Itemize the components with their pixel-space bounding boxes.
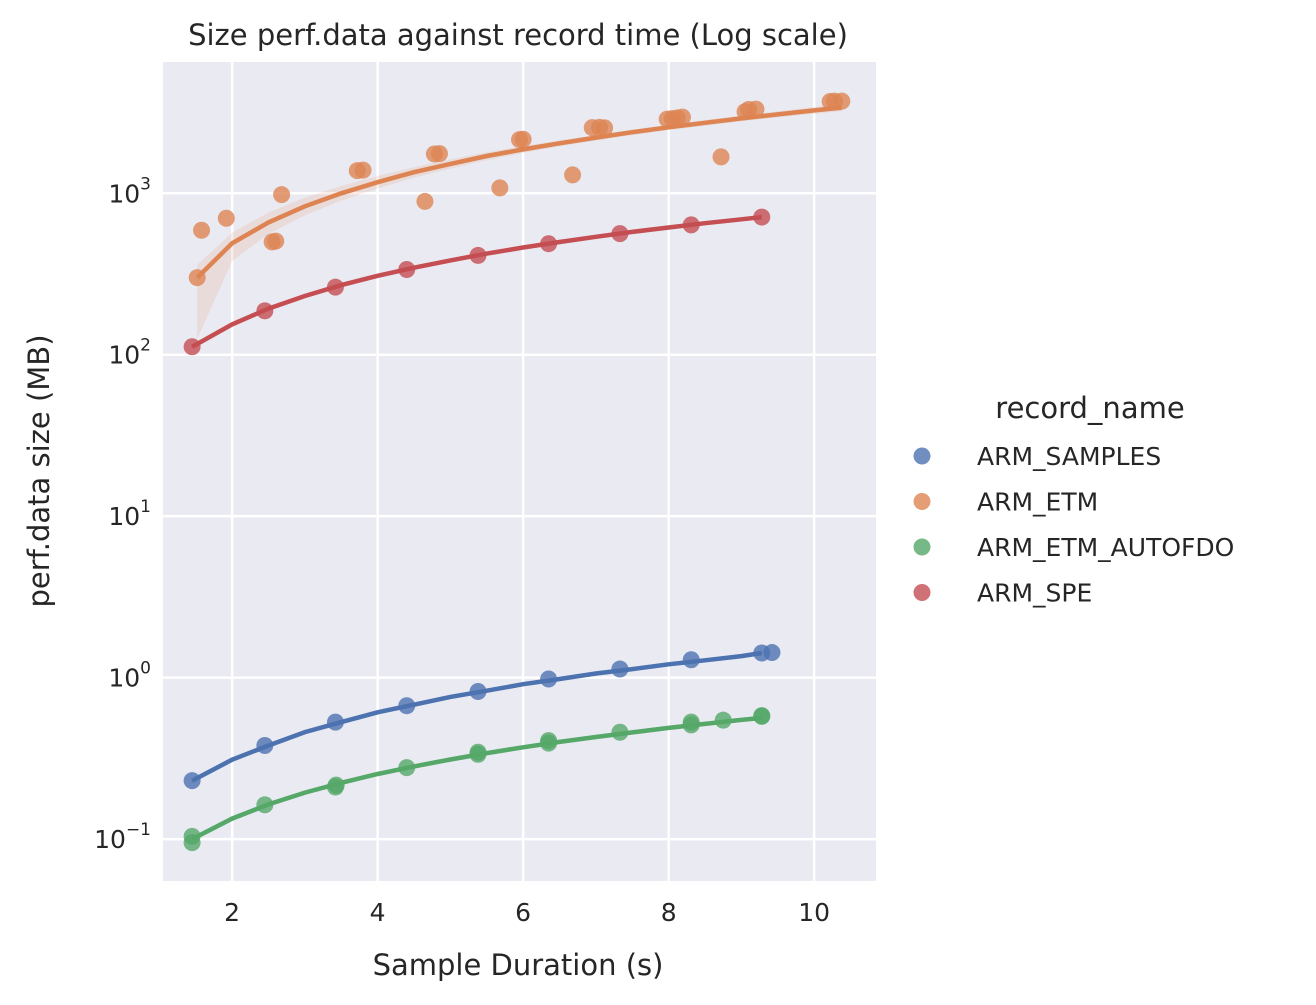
- point-arm-etm: [673, 108, 691, 126]
- legend-marker-arm-etm: [913, 493, 931, 510]
- legend-label-arm-spe: ARM_SPE: [977, 579, 1092, 608]
- point-arm-etm: [416, 192, 434, 210]
- point-arm-etm: [430, 145, 448, 163]
- point-arm-etm-autofdo: [714, 711, 732, 729]
- point-arm-samples: [326, 713, 344, 731]
- legend-marker-arm-samples: [913, 447, 931, 465]
- legend-items: ARM_SAMPLES ARM_ETM ARM_ETM_AUTOFDO ARM_SPE: [913, 442, 1234, 608]
- y-axis-label: perf.data size (MB): [22, 334, 56, 607]
- data-points: [183, 92, 851, 852]
- legend-label-arm-etm: ARM_ETM: [977, 488, 1098, 517]
- legend-title: record_name: [995, 391, 1184, 425]
- point-arm-etm-autofdo: [183, 834, 201, 852]
- point-arm-etm-autofdo: [540, 732, 558, 750]
- x-axis-label: Sample Duration (s): [373, 948, 664, 982]
- regression-line-arm-spe: [191, 214, 763, 349]
- point-arm-etm-autofdo: [611, 723, 629, 741]
- legend-label-arm-samples: ARM_SAMPLES: [977, 442, 1161, 471]
- point-arm-samples: [398, 697, 416, 715]
- point-arm-samples: [256, 736, 274, 754]
- x-tick-label: 4: [370, 898, 386, 927]
- legend-marker-arm-spe: [913, 584, 931, 601]
- point-arm-spe: [256, 302, 274, 320]
- point-arm-samples: [611, 660, 629, 678]
- point-arm-etm-autofdo: [256, 796, 274, 814]
- point-arm-etm: [354, 161, 372, 179]
- x-tick-labels: 2 4 6 8 10: [224, 898, 830, 927]
- y-tick-labels: 10−1 100 101 102 103: [94, 174, 151, 854]
- legend-marker-arm-etm-autofdo: [913, 538, 931, 556]
- point-arm-etm: [712, 148, 730, 166]
- point-arm-etm: [564, 166, 582, 184]
- point-arm-etm: [833, 92, 851, 110]
- x-tick-label: 10: [798, 898, 830, 927]
- grid-lines: [163, 62, 876, 881]
- point-arm-spe: [183, 338, 201, 356]
- point-arm-etm-autofdo: [327, 776, 345, 794]
- y-tick-label: 102: [108, 336, 151, 370]
- point-arm-samples: [682, 651, 700, 669]
- regression-line-arm-etm-autofdo: [191, 715, 763, 842]
- point-arm-spe: [326, 278, 344, 296]
- legend: record_name ARM_SAMPLES ARM_ETM ARM_ETM_AU…: [913, 391, 1234, 608]
- point-arm-etm: [747, 100, 765, 118]
- y-tick-label: 10−1: [94, 820, 151, 854]
- point-arm-spe: [753, 208, 771, 226]
- x-tick-label: 6: [515, 898, 531, 927]
- point-arm-spe: [469, 246, 487, 264]
- point-arm-etm: [188, 269, 206, 287]
- point-arm-spe: [611, 225, 629, 243]
- point-arm-etm: [596, 119, 614, 137]
- point-arm-samples: [469, 683, 487, 701]
- point-arm-etm: [491, 179, 509, 197]
- y-tick-label: 100: [108, 659, 151, 693]
- point-arm-etm-autofdo: [682, 713, 700, 731]
- y-tick-label: 101: [108, 497, 151, 531]
- point-arm-etm: [193, 221, 211, 239]
- point-arm-etm-autofdo: [398, 759, 416, 777]
- plot-background: [163, 62, 876, 881]
- point-arm-etm: [273, 186, 291, 204]
- regression-line-arm-samples: [191, 650, 763, 783]
- y-tick-label: 103: [108, 174, 151, 208]
- point-arm-etm: [514, 130, 532, 148]
- point-arm-etm: [217, 209, 235, 227]
- point-arm-samples: [763, 644, 781, 662]
- chart-title: Size perf.data against record time (Log …: [188, 18, 848, 52]
- point-arm-spe: [682, 216, 700, 234]
- point-arm-samples: [540, 670, 558, 688]
- point-arm-spe: [398, 261, 416, 279]
- point-arm-etm: [267, 232, 285, 250]
- point-arm-etm-autofdo: [469, 743, 487, 761]
- point-arm-etm-autofdo: [753, 707, 771, 725]
- legend-label-arm-etm-autofdo: ARM_ETM_AUTOFDO: [977, 533, 1234, 562]
- x-tick-label: 8: [661, 898, 677, 927]
- point-arm-samples: [183, 772, 201, 790]
- point-arm-spe: [540, 235, 558, 253]
- x-tick-label: 2: [224, 898, 240, 927]
